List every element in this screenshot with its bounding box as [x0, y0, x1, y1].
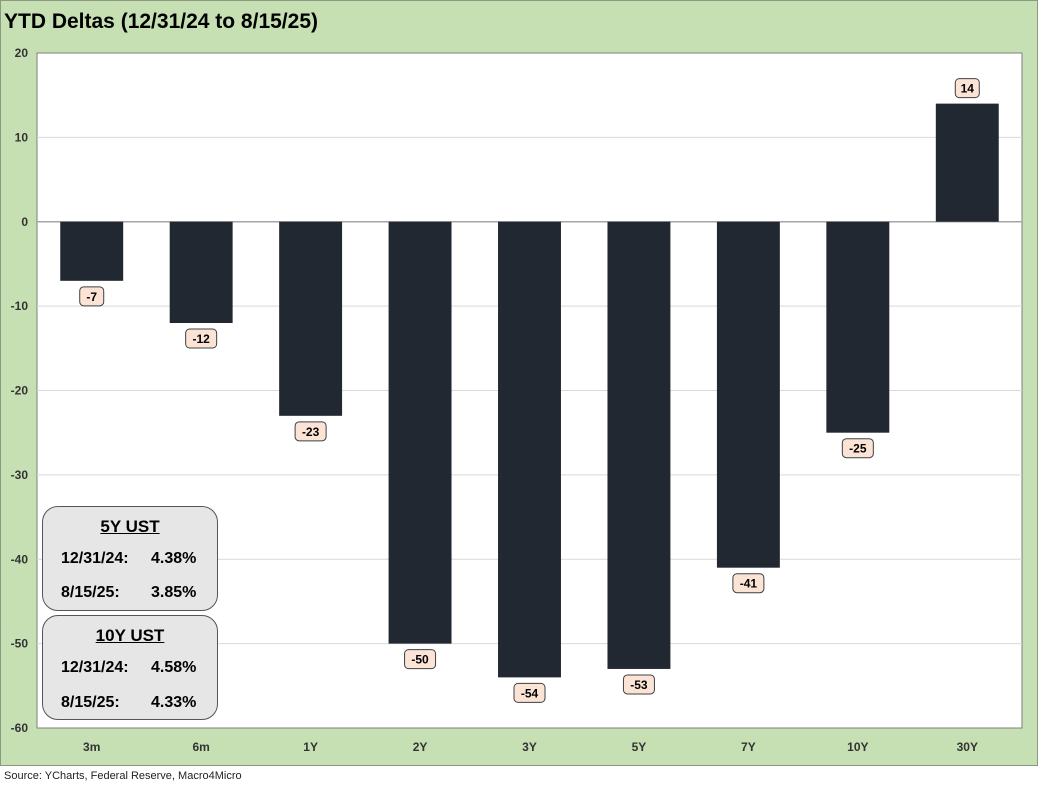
bar-2Y: [388, 221, 452, 644]
info-row-label: 8/15/25:: [61, 694, 120, 711]
info-row-label: 12/31/24:: [61, 550, 129, 567]
bar-chart: 20 10 0 -10 -20 -30 -40 -50 -60 -7 -12 -23 -50 -54 -5…: [11, 46, 1023, 754]
chart-title: YTD Deltas (12/31/24 to 8/15/25): [4, 10, 318, 33]
info-row-start: 12/31/24: 4.58%: [61, 659, 211, 677]
info-row-value: 4.58%: [151, 659, 197, 676]
x-category-label: 6m: [192, 740, 209, 754]
bar-3m: [60, 221, 124, 281]
data-label-text: -41: [740, 577, 758, 591]
x-category-label: 1Y: [303, 740, 318, 754]
data-label: -12: [185, 328, 218, 349]
info-row-start: 12/31/24: 4.38%: [61, 550, 211, 568]
info-row-value: 4.38%: [151, 550, 197, 567]
data-label: -53: [622, 674, 655, 695]
x-category-label: 3m: [83, 740, 100, 754]
data-label: -54: [513, 682, 546, 703]
data-label-text: -25: [849, 442, 867, 456]
info-row-value: 4.33%: [151, 694, 197, 711]
info-box-title: 5Y UST: [100, 517, 160, 536]
info-row-label: 12/31/24:: [61, 659, 129, 676]
x-category-label: 10Y: [847, 740, 868, 754]
data-label: -23: [294, 421, 327, 442]
y-tick-label: 20: [15, 46, 29, 60]
data-label: -50: [404, 649, 437, 670]
y-tick-label: 10: [15, 130, 29, 144]
data-label-text: -7: [86, 290, 97, 304]
info-row-end: 8/15/25: 3.85%: [61, 584, 211, 602]
data-label-box: [185, 328, 218, 349]
bar-6m: [169, 221, 233, 323]
data-label-box: [841, 438, 874, 459]
bar-1Y: [279, 221, 343, 416]
y-tick-label: -30: [11, 468, 29, 482]
data-label: -7: [79, 286, 105, 307]
data-label-text: -53: [630, 678, 648, 692]
info-box-5y-ust: 5Y UST 12/31/24: 4.38% 8/15/25: 3.85%: [42, 506, 218, 611]
data-label: -41: [732, 573, 765, 594]
data-label-text: -50: [411, 653, 429, 667]
y-tick-label: -60: [11, 721, 29, 735]
x-category-label: 7Y: [741, 740, 756, 754]
bars: [60, 103, 999, 678]
bar-10Y: [826, 221, 890, 433]
y-tick-label: -10: [11, 299, 29, 313]
bar-30Y: [935, 103, 999, 222]
info-box-10y-ust: 10Y UST 12/31/24: 4.58% 8/15/25: 4.33%: [42, 615, 218, 720]
y-axis-ticks: 20 10 0 -10 -20 -30 -40 -50 -60: [11, 46, 29, 735]
data-label-box: [732, 573, 765, 594]
y-tick-label: -40: [11, 552, 29, 566]
y-tick-label: -50: [11, 637, 29, 651]
data-labels: -7 -12 -23 -50 -54 -53 -41 -25 14: [79, 78, 980, 703]
data-label-box: [79, 286, 105, 307]
info-row-label: 8/15/25:: [61, 584, 120, 601]
data-label-box: [513, 682, 546, 703]
y-tick-label: 0: [21, 215, 28, 229]
data-label-text: -12: [192, 332, 210, 346]
data-label-box: [404, 649, 437, 670]
data-label-text: -54: [521, 686, 539, 700]
data-label: -25: [841, 438, 874, 459]
info-row-value: 3.85%: [151, 584, 197, 601]
x-category-label: 30Y: [957, 740, 978, 754]
data-label-box: [294, 421, 327, 442]
x-category-label: 3Y: [522, 740, 537, 754]
data-label: 14: [954, 78, 980, 99]
data-label-box: [622, 674, 655, 695]
x-category-label: 2Y: [413, 740, 428, 754]
data-label-box: [954, 78, 980, 99]
bar-3Y: [498, 221, 561, 678]
x-category-label: 5Y: [632, 740, 647, 754]
bar-7Y: [716, 221, 780, 568]
bar-5Y: [607, 221, 671, 669]
x-axis-categories: 3m 6m 1Y 2Y 3Y 5Y 7Y 10Y 30Y: [83, 740, 978, 754]
y-tick-label: -20: [11, 384, 29, 398]
info-box-title: 10Y UST: [95, 626, 165, 645]
source-note: Source: YCharts, Federal Reserve, Macro4…: [4, 770, 242, 782]
info-row-end: 8/15/25: 4.33%: [61, 694, 211, 712]
data-label-text: 14: [961, 82, 975, 96]
data-label-text: -23: [302, 425, 320, 439]
